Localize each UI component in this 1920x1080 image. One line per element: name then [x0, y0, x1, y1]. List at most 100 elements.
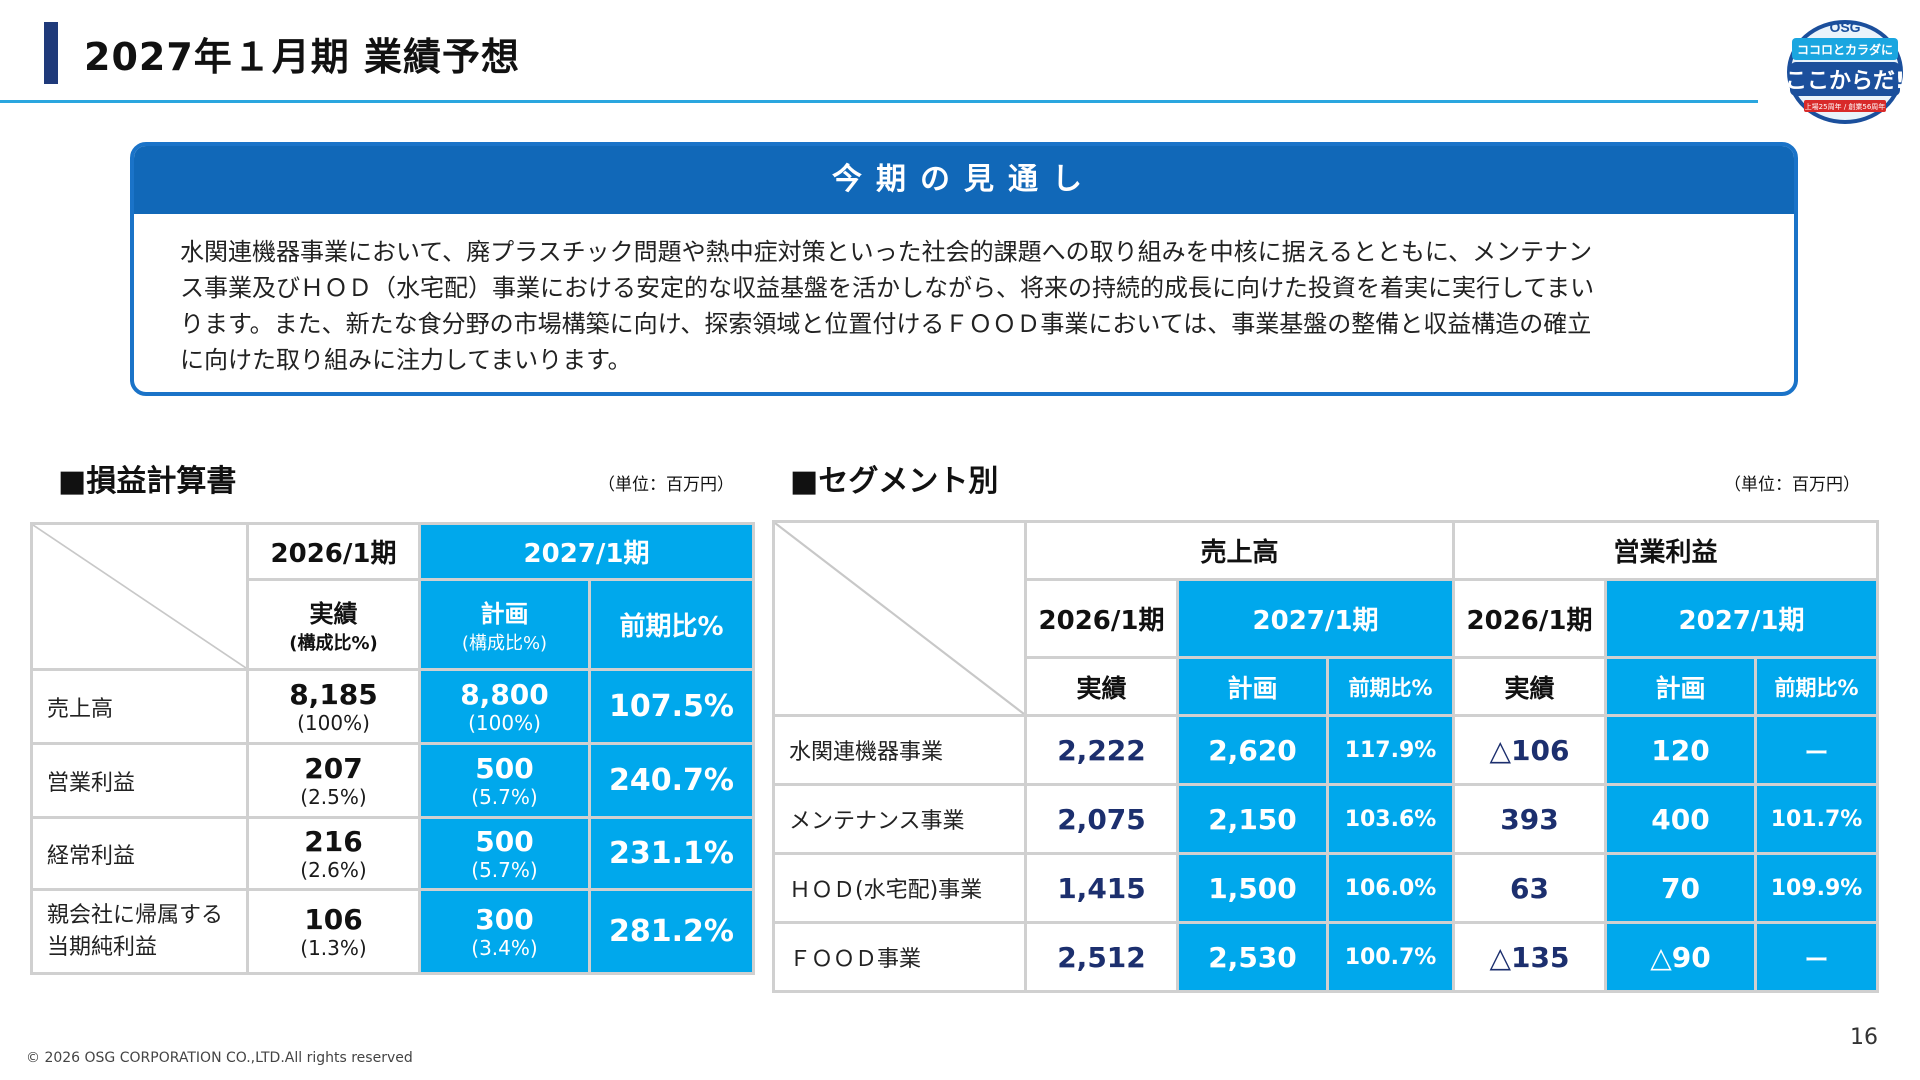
pl-hdr-next: 2027/1期: [417, 522, 756, 581]
seg-op-plan: 400: [1604, 783, 1758, 855]
pl-plan-value: 8,800: [460, 678, 549, 711]
outlook-line: に向けた取り組みに注力してまいります。: [180, 346, 632, 374]
seg-sales-plan: 2,620: [1176, 714, 1329, 786]
title-divider: [0, 100, 1758, 103]
pl-prev-value: 8,185: [289, 678, 378, 711]
seg-op-sub-yoy: 前期比%: [1754, 656, 1880, 717]
seg-op-plan: 120: [1604, 714, 1758, 786]
table-row: 水関連機器事業 2,222 2,620 117.9% △106 120 ー: [772, 714, 1880, 786]
pl-plan-pct: (5.7%): [471, 858, 538, 882]
pl-plan-cell: 300 (3.4%): [418, 888, 591, 975]
pl-yoy-value: 281.2%: [587, 888, 756, 975]
page-number: 16: [1850, 1025, 1878, 1050]
seg-op-prev: △106: [1452, 714, 1608, 786]
table-row: 売上高 8,185 (100%) 8,800 (100%) 107.5%: [30, 668, 756, 745]
pl-yoy-value: 240.7%: [587, 742, 756, 819]
pl-row-label-line2: 当期純利益: [47, 934, 158, 960]
pl-prev-pct: (2.5%): [300, 785, 367, 809]
seg-sales-yoy: 117.9%: [1325, 714, 1456, 786]
seg-title: ■セグメント別: [790, 464, 999, 499]
pl-plan-cell: 500 (5.7%): [418, 816, 591, 891]
pl-plan-value: 300: [475, 903, 534, 936]
pl-plan-cell: 500 (5.7%): [418, 742, 591, 819]
pl-sub-actual-note: (構成比%): [289, 633, 378, 654]
seg-row-label: ＨＯＤ(水宅配)事業: [772, 852, 1027, 924]
seg-op-yoy: ー: [1754, 714, 1880, 786]
svg-text:ココロとカラダに: ココロとカラダに: [1797, 42, 1893, 57]
pl-row-label: 営業利益: [30, 742, 249, 819]
seg-sales-plan: 2,150: [1176, 783, 1329, 855]
pl-yoy-value: 231.1%: [587, 816, 756, 891]
seg-op-sub-plan: 計画: [1604, 656, 1758, 717]
seg-op-hdr-next: 2027/1期: [1604, 578, 1880, 659]
seg-op-plan: △90: [1604, 921, 1758, 993]
pl-prev-cell: 106 (1.3%): [246, 888, 421, 975]
seg-sales-prev: 1,415: [1024, 852, 1179, 924]
pl-sub-actual: 実績 (構成比%): [246, 578, 421, 671]
table-row: 親会社に帰属する 当期純利益 106 (1.3%) 300 (3.4%) 281…: [30, 888, 756, 975]
pl-unit: （単位：百万円）: [598, 475, 734, 495]
seg-sales-yoy: 106.0%: [1325, 852, 1456, 924]
pl-prev-cell: 216 (2.6%): [246, 816, 421, 891]
pl-table: 2026/1期 2027/1期 実績 (構成比%) 計画 (構成比%) 前期比%…: [30, 522, 756, 975]
pl-prev-pct: (100%): [297, 711, 370, 735]
seg-op-prev: 63: [1452, 852, 1608, 924]
svg-text:上場25周年 / 創業56周年: 上場25周年 / 創業56周年: [1805, 102, 1886, 111]
pl-prev-pct: (2.6%): [300, 858, 367, 882]
copyright-footer: © 2026 OSG CORPORATION CO.,LTD.All right…: [26, 1050, 413, 1066]
pl-row-label: 売上高: [30, 668, 249, 745]
seg-unit: （単位：百万円）: [1724, 475, 1860, 495]
pl-yoy-value: 107.5%: [587, 668, 756, 745]
pl-title: ■損益計算書: [58, 464, 237, 499]
page-title: 2027年１月期 業績予想: [84, 35, 520, 79]
segment-table: 売上高 営業利益 2026/1期 2027/1期 2026/1期 2027/1期…: [772, 520, 1880, 993]
seg-sales-yoy: 100.7%: [1325, 921, 1456, 993]
seg-grp-sales: 売上高: [1023, 520, 1456, 581]
pl-prev-value: 106: [304, 903, 363, 936]
seg-sales-sub-plan: 計画: [1176, 656, 1329, 717]
seg-row-label: メンテナンス事業: [772, 783, 1027, 855]
outlook-text: 水関連機器事業において、廃プラスチック問題や熱中症対策といった社会的課題への取り…: [134, 214, 1794, 378]
seg-op-yoy: 101.7%: [1754, 783, 1880, 855]
pl-sub-plan-label: 計画: [480, 600, 529, 628]
pl-sub-plan-note: (構成比%): [461, 633, 548, 654]
osg-campaign-logo: OSG ココロとカラダに ここからだ! 上場25周年 / 創業56周年: [1786, 19, 1904, 124]
pl-plan-value: 500: [475, 825, 534, 858]
seg-op-prev: 393: [1452, 783, 1608, 855]
pl-sub-yoy: 前期比%: [587, 578, 756, 671]
seg-op-prev: △135: [1452, 921, 1608, 993]
pl-prev-value: 216: [304, 825, 363, 858]
seg-sales-plan: 2,530: [1176, 921, 1329, 993]
seg-op-plan: 70: [1604, 852, 1758, 924]
pl-prev-pct: (1.3%): [300, 936, 367, 960]
pl-plan-pct: (100%): [468, 711, 541, 735]
seg-op-yoy: 109.9%: [1754, 852, 1880, 924]
pl-sub-plan: 計画 (構成比%): [418, 578, 591, 671]
pl-plan-value: 500: [475, 752, 534, 785]
outlook-box: 今期の見通し 水関連機器事業において、廃プラスチック問題や熱中症対策といった社会…: [130, 142, 1798, 396]
pl-plan-pct: (5.7%): [471, 785, 538, 809]
seg-sales-prev: 2,222: [1024, 714, 1179, 786]
outlook-heading: 今期の見通し: [134, 146, 1794, 214]
seg-sales-hdr-next: 2027/1期: [1175, 578, 1456, 659]
seg-sales-prev: 2,512: [1024, 921, 1179, 993]
pl-prev-cell: 207 (2.5%): [246, 742, 421, 819]
seg-op-hdr-prev: 2026/1期: [1452, 578, 1608, 659]
pl-row-label: 親会社に帰属する 当期純利益: [30, 888, 249, 975]
pl-hdr-prev: 2026/1期: [246, 522, 421, 581]
seg-sales-prev: 2,075: [1024, 783, 1179, 855]
seg-sales-sub-actual: 実績: [1024, 656, 1179, 717]
table-row: メンテナンス事業 2,075 2,150 103.6% 393 400 101.…: [772, 783, 1880, 855]
outlook-line: ります。また、新たな食分野の市場構築に向け、探索領域と位置付けるＦＯＯＤ事業にお…: [180, 310, 1592, 338]
outlook-line: ス事業及びＨＯＤ（水宅配）事業における安定的な収益基盤を活かしながら、将来の持続…: [180, 274, 1595, 302]
pl-plan-cell: 8,800 (100%): [418, 668, 591, 745]
seg-sales-hdr-prev: 2026/1期: [1024, 578, 1179, 659]
table-row: 経常利益 216 (2.6%) 500 (5.7%) 231.1%: [30, 816, 756, 891]
table-row: 営業利益 207 (2.5%) 500 (5.7%) 240.7%: [30, 742, 756, 819]
seg-sales-yoy: 103.6%: [1325, 783, 1456, 855]
seg-sales-sub-yoy: 前期比%: [1325, 656, 1456, 717]
title-accent-bar: [44, 22, 58, 84]
seg-corner-cell: [772, 520, 1027, 717]
pl-row-label: 経常利益: [30, 816, 249, 891]
pl-prev-cell: 8,185 (100%): [246, 668, 421, 745]
